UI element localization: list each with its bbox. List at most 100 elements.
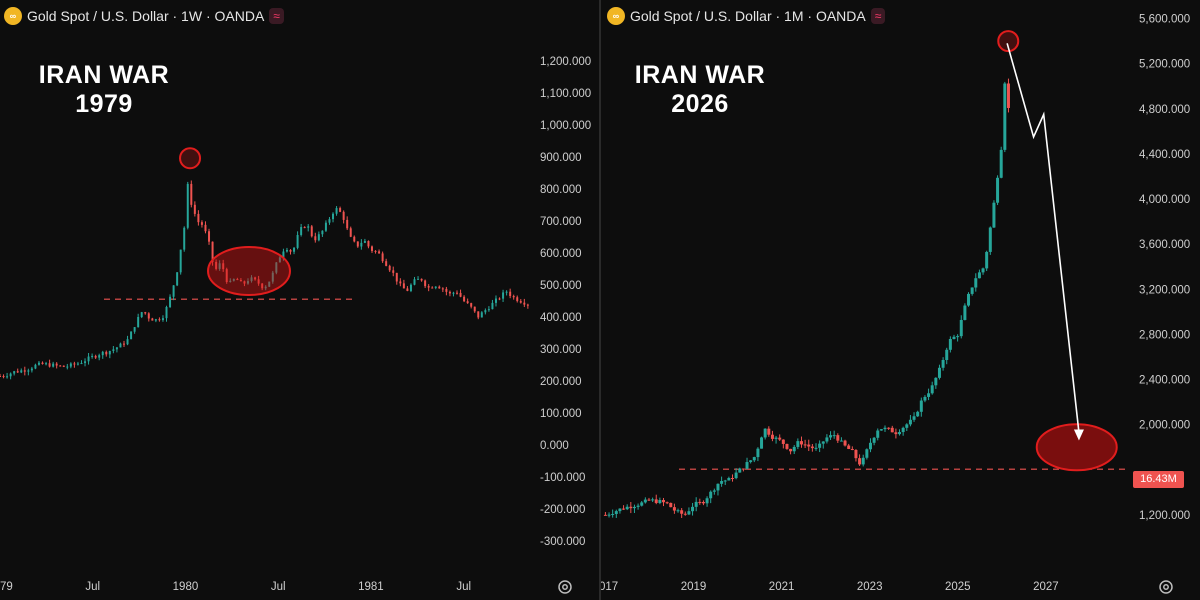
candle-body xyxy=(647,499,651,501)
candle-body xyxy=(154,319,157,321)
candle-body xyxy=(785,443,789,449)
candle-body xyxy=(829,435,833,438)
candle-body xyxy=(434,286,437,288)
candle-body xyxy=(324,222,327,231)
candle-body xyxy=(923,396,927,401)
right-annotation-title: IRAN WAR 2026 xyxy=(620,61,780,119)
y-tick-label: 700.000 xyxy=(540,216,582,228)
candle-body xyxy=(774,437,778,439)
y-tick-label: 5,600.000 xyxy=(1139,14,1190,26)
candle-body xyxy=(438,286,441,289)
candle-body xyxy=(285,249,288,252)
candle-body xyxy=(395,272,398,282)
candle-body xyxy=(349,228,352,237)
target-ellipse xyxy=(1035,423,1118,472)
candle-body xyxy=(843,440,847,446)
candle-body xyxy=(69,363,72,367)
candle-body xyxy=(0,376,1,377)
y-tick-label: 800.000 xyxy=(540,184,582,196)
right-symbol-title[interactable]: Gold Spot / U.S. Dollar · 1M · OANDA xyxy=(630,8,866,24)
candle-body xyxy=(59,365,62,367)
candle-body xyxy=(872,437,876,443)
candle-body xyxy=(23,370,26,372)
candle-body xyxy=(271,272,274,282)
y-tick-label: 1,000.000 xyxy=(540,120,591,132)
candle-body xyxy=(48,363,51,367)
candle-body xyxy=(494,298,497,303)
right-settings-icon[interactable] xyxy=(1158,579,1174,595)
candle-body xyxy=(232,279,235,281)
candle-body xyxy=(919,400,923,412)
candle-body xyxy=(55,363,58,366)
left-symbol-title[interactable]: Gold Spot / U.S. Dollar · 1W · OANDA xyxy=(27,8,265,24)
candle-body xyxy=(948,338,952,350)
candle-body xyxy=(792,446,796,452)
right-annotation-line-1: IRAN WAR xyxy=(634,61,766,89)
candle-body xyxy=(186,183,189,228)
candle-body xyxy=(250,277,253,282)
candle-body xyxy=(937,367,941,378)
candle-body xyxy=(278,257,281,263)
candle-body xyxy=(694,501,698,507)
candle-body xyxy=(140,312,143,317)
candle-body xyxy=(832,435,836,437)
candle-body xyxy=(374,250,377,252)
candle-body xyxy=(741,468,745,470)
x-tick-label: 2023 xyxy=(857,581,883,593)
candle-body xyxy=(618,508,622,512)
candle-body xyxy=(734,472,738,479)
candle-body xyxy=(9,373,12,377)
candle-body xyxy=(441,288,444,290)
candle-body xyxy=(197,213,200,223)
left-indicator-badge[interactable]: ≈ xyxy=(269,8,284,24)
y-tick-label: 100.000 xyxy=(540,408,582,420)
candle-body xyxy=(738,468,742,473)
x-tick-label: Jul xyxy=(85,581,100,593)
candle-body xyxy=(289,249,292,252)
candle-body xyxy=(399,281,402,284)
x-tick-label: 2025 xyxy=(945,581,971,593)
candle-body xyxy=(807,444,811,447)
left-chart-panel[interactable]: 1,200.000 1,100.000 1,000.000 900.000 800.00… xyxy=(0,0,599,600)
y-tick-label: 400.000 xyxy=(540,312,582,324)
right-chart-canvas[interactable]: 5,600.000 5,200.000 4,800.000 4,400.000 4,00… xyxy=(601,0,1200,600)
candle-body xyxy=(161,318,164,321)
candle-body xyxy=(484,310,487,313)
right-annotation-line-2: 2026 xyxy=(671,90,729,118)
y-tick-label: 2,800.000 xyxy=(1139,329,1190,341)
candle-body xyxy=(988,227,992,252)
left-chart-canvas[interactable]: 1,200.000 1,100.000 1,000.000 900.000 800.00… xyxy=(0,0,599,600)
candle-body xyxy=(651,499,655,501)
candle-body xyxy=(431,287,434,289)
price-label-badge[interactable]: 16.43M xyxy=(1133,471,1184,488)
candle-body xyxy=(876,430,880,438)
candle-body xyxy=(502,292,505,299)
candle-body xyxy=(861,457,865,465)
left-settings-icon[interactable] xyxy=(557,579,573,595)
right-chart-panel[interactable]: 5,600.000 5,200.000 4,800.000 4,400.000 4,00… xyxy=(601,0,1200,600)
candle-body xyxy=(314,236,317,241)
candle-body xyxy=(640,502,644,506)
candle-body xyxy=(84,361,87,364)
y-tick-label: 1,100.000 xyxy=(540,88,591,100)
y-tick-label: 3,600.000 xyxy=(1139,239,1190,251)
candle-body xyxy=(854,449,858,459)
projection-arrowhead xyxy=(1073,429,1084,441)
candle-body xyxy=(94,355,97,358)
candle-body xyxy=(519,301,522,303)
candle-body xyxy=(963,305,967,320)
candle-body xyxy=(137,316,140,328)
candle-body xyxy=(363,240,366,243)
candle-body xyxy=(622,508,626,510)
candle-body xyxy=(204,224,207,232)
candle-body xyxy=(122,343,125,345)
y-tick-label: 900.000 xyxy=(540,152,582,164)
candle-body xyxy=(632,506,636,509)
candle-body xyxy=(894,432,898,435)
candle-body xyxy=(927,393,931,397)
candle-body xyxy=(981,268,985,273)
right-indicator-badge[interactable]: ≈ xyxy=(870,8,886,24)
candle-body xyxy=(243,281,246,284)
candle-body xyxy=(76,363,79,365)
candle-body xyxy=(151,318,154,321)
